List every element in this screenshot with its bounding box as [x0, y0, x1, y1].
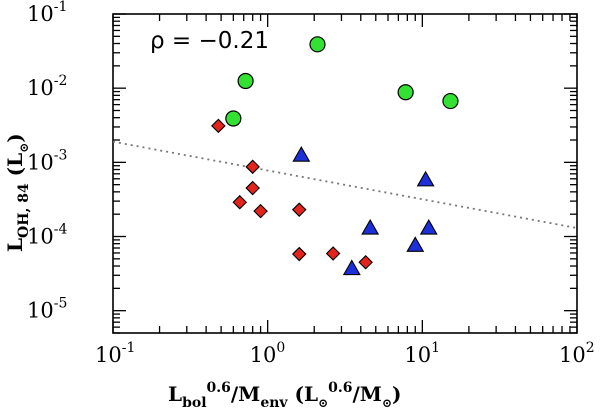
circle-marker — [237, 72, 254, 90]
circle-marker — [225, 110, 242, 127]
triangle-marker — [419, 218, 438, 235]
triangle-marker — [406, 236, 425, 252]
diamond-marker — [245, 159, 260, 175]
circle-marker — [309, 36, 326, 53]
x-axis-title: Lbol0.6/Menv (L⊙0.6/M⊙) — [168, 380, 401, 411]
fit-line-group — [112, 140, 578, 229]
data-markers — [211, 36, 459, 276]
triangle-marker — [416, 170, 435, 187]
diamond-marker — [291, 202, 307, 217]
diamond-marker — [245, 180, 260, 196]
circle-marker — [397, 84, 414, 101]
triangle-marker — [361, 218, 380, 235]
y-tick-label: 10-1 — [27, 0, 67, 26]
y-axis-title: LOH, 84 (L⊙) — [3, 133, 32, 252]
diamond-marker — [253, 203, 268, 219]
diamond-marker — [325, 246, 341, 261]
tick-labels: 10-1 100 101 102 10-5 10-4 10-3 10-2 10-1 — [27, 0, 595, 367]
plot-frame — [112, 13, 578, 334]
fit-line — [112, 140, 578, 229]
x-tick-label: 101 — [404, 340, 440, 367]
triangle-marker — [292, 146, 311, 162]
y-axis-label: LOH, 84 (L⊙) — [3, 133, 32, 252]
diamond-marker — [211, 118, 226, 134]
diamond-marker — [232, 194, 248, 210]
diamond-marker — [291, 246, 307, 262]
axis-ticks — [112, 13, 578, 334]
x-tick-label: 102 — [559, 340, 595, 367]
y-tick-label: 10-2 — [27, 73, 67, 100]
y-tick-label: 10-4 — [27, 222, 67, 249]
y-tick-label: 10-5 — [27, 296, 67, 323]
correlation-annotation: ρ = −0.21 — [150, 28, 269, 54]
plot-border — [112, 13, 578, 334]
x-tick-label: 100 — [250, 340, 286, 367]
circle-marker — [442, 92, 459, 110]
triangle-marker — [342, 259, 361, 276]
y-tick-label: 10-3 — [27, 147, 67, 174]
x-tick-label: 10-1 — [95, 340, 135, 367]
x-axis-label: Lbol0.6/Menv (L⊙0.6/M⊙) — [168, 380, 401, 411]
diamond-marker — [358, 254, 373, 270]
